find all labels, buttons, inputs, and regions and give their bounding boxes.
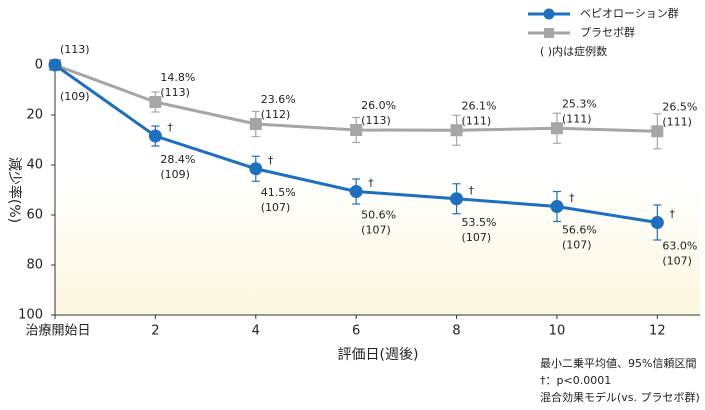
n-label: (113) xyxy=(361,114,391,127)
n-label: (107) xyxy=(662,255,692,268)
x-axis-label: 評価日(週後) xyxy=(338,347,419,363)
legend-label: ベピオローション群 xyxy=(580,6,679,20)
n-label: (109) xyxy=(60,90,90,103)
marker xyxy=(149,96,162,108)
y-tick-label: 0 xyxy=(35,58,43,73)
n-label: (113) xyxy=(160,86,190,99)
value-label: 53.5% xyxy=(462,216,497,229)
n-label: (111) xyxy=(562,112,592,125)
value-label: 41.5% xyxy=(261,186,296,199)
legend-marker xyxy=(543,8,555,20)
y-tick-label: 80 xyxy=(26,258,43,273)
marker xyxy=(249,162,263,176)
marker xyxy=(651,125,664,138)
marker xyxy=(350,124,363,136)
significance-mark: † xyxy=(268,154,274,167)
note: 混合効果モデル(vs. プラセボ群) xyxy=(540,390,700,404)
marker xyxy=(650,216,664,229)
value-label: 23.6% xyxy=(261,93,296,106)
value-label: 26.0% xyxy=(361,99,396,112)
legend-marker xyxy=(544,28,554,38)
note: †：p<0.0001 xyxy=(540,374,611,387)
significance-mark: † xyxy=(368,177,374,190)
y-tick-label: 60 xyxy=(26,208,43,223)
value-label: 14.8% xyxy=(160,71,195,84)
legend-label: プラセボ群 xyxy=(580,25,635,39)
marker xyxy=(450,192,464,206)
note: 最小二乗平均値、95%信頼区間 xyxy=(540,357,696,370)
value-label: 26.1% xyxy=(462,99,497,112)
x-tick-label: 6 xyxy=(352,324,360,339)
n-label: (107) xyxy=(361,224,391,237)
x-tick-label: 8 xyxy=(452,324,460,339)
significance-mark: † xyxy=(167,121,173,134)
significance-mark: † xyxy=(569,192,575,205)
value-label: 56.6% xyxy=(562,224,597,237)
marker xyxy=(249,118,262,130)
y-tick-label: 100 xyxy=(18,308,43,323)
legend-note: ( )内は症例数 xyxy=(540,44,607,58)
x-tick-label: 4 xyxy=(252,324,260,339)
y-tick-label: 20 xyxy=(26,108,43,123)
n-label: (113) xyxy=(60,43,90,56)
x-tick-label: 治療開始日 xyxy=(25,324,90,339)
marker xyxy=(550,122,563,135)
marker xyxy=(349,185,363,198)
value-label: 28.4% xyxy=(160,153,195,166)
n-label: (107) xyxy=(562,239,592,252)
n-label: (109) xyxy=(160,168,190,181)
significance-mark: † xyxy=(669,208,675,221)
value-label: 25.3% xyxy=(562,97,597,110)
n-label: (107) xyxy=(261,201,291,214)
marker xyxy=(550,200,564,213)
value-label: 50.6% xyxy=(361,209,396,222)
n-label: (107) xyxy=(462,231,492,244)
significance-mark: † xyxy=(469,184,475,197)
n-label: (111) xyxy=(662,115,692,128)
value-label: 26.5% xyxy=(662,100,697,113)
x-tick-label: 2 xyxy=(151,324,159,339)
value-label: 63.0% xyxy=(662,240,697,253)
y-axis-label: 減少率(%) xyxy=(6,157,23,223)
marker xyxy=(148,129,162,143)
n-label: (112) xyxy=(261,108,291,121)
x-tick-label: 10 xyxy=(549,324,566,339)
plot-background xyxy=(55,65,700,315)
n-label: (111) xyxy=(462,114,492,127)
marker xyxy=(48,58,62,72)
x-tick-label: 12 xyxy=(649,324,666,339)
marker xyxy=(450,124,463,137)
y-tick-label: 40 xyxy=(26,158,43,173)
